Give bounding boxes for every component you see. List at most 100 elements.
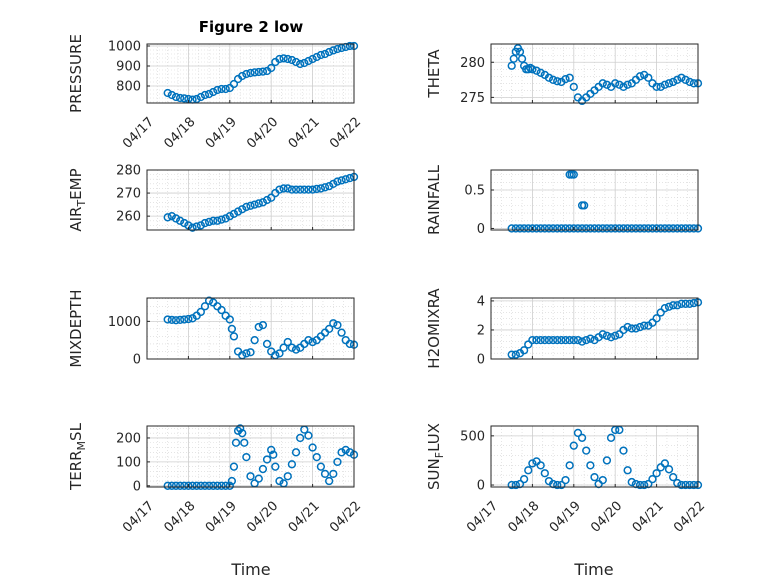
data-point [689,224,699,233]
data-point [619,82,628,91]
data-point [246,472,255,481]
data-point [238,205,247,214]
y-tick-label: 900 [116,60,141,75]
data-point [316,184,326,193]
data-point [561,224,570,233]
data-point [200,302,210,311]
data-point [536,335,545,345]
data-point [569,335,578,345]
data-point [167,481,176,490]
xlabel-left: Time [230,560,270,579]
data-point [269,450,278,459]
data-point [217,481,226,490]
data-point [163,481,172,490]
data-point [279,343,288,352]
data-point [316,462,326,471]
data-point [652,82,661,91]
y-axis-label: MIXDEPTH [67,289,85,367]
data-point [611,331,620,340]
data-point [611,425,620,435]
data-point [544,335,554,345]
data-point [345,448,355,457]
data-point [606,433,616,442]
data-point [598,224,607,233]
data-point [229,462,239,471]
data-point [548,335,558,345]
data-point [656,82,665,91]
data-point [548,224,558,233]
data-point [196,307,205,317]
y-axis-label: SUNFLUX [425,423,446,490]
y-axis-label: TERRMSL [67,422,88,491]
data-point [660,304,670,313]
data-point [524,466,533,475]
data-point [217,215,226,224]
data-point [233,207,243,216]
data-point [627,477,636,487]
data-point [677,73,686,82]
data-point [631,324,641,333]
data-point [652,314,661,323]
y-axis-label: THETA [425,49,443,99]
data-point [291,57,301,67]
data-point [561,74,570,84]
data-point [180,481,189,490]
data-point [267,63,276,73]
data-point [341,445,350,455]
data-point [225,212,234,221]
data-point [664,302,674,311]
data-point [200,481,210,490]
data-point [231,438,241,447]
data-point [689,79,699,88]
data-point [586,461,595,470]
data-point [325,476,334,486]
data-point [163,315,172,324]
data-point [681,75,690,84]
data-point [590,224,599,233]
data-point [507,224,516,233]
data-point [291,345,301,354]
data-point [213,216,222,225]
data-point [167,90,176,100]
data-point [171,481,181,490]
data-point [652,224,661,233]
data-point [669,77,678,87]
data-point [258,67,268,76]
data-point [594,224,603,233]
xlabel-right: Time [573,560,613,579]
data-point [167,212,176,221]
data-point [582,224,591,233]
data-point [258,464,268,474]
data-point [635,224,645,233]
data-point [204,89,214,99]
data-point [536,68,545,77]
y-axis-label: PRESSURE [67,34,85,113]
data-point [515,47,525,56]
data-point [627,324,636,333]
data-point [548,75,558,84]
data-point [250,336,259,345]
y-tick-label: 275 [460,91,485,106]
data-point [238,429,247,438]
data-point [582,446,591,455]
data-point [320,183,330,192]
data-point [602,224,612,233]
data-point [171,92,181,102]
data-point [329,46,338,55]
data-point [308,337,317,347]
data-point [180,315,189,324]
data-point [519,474,529,484]
data-point [300,58,309,68]
data-point [204,217,214,227]
data-point [242,452,251,462]
data-point [242,69,251,79]
data-point [217,84,226,94]
subplot-theta: 275 280 THETA [425,43,703,106]
data-point [196,481,205,490]
data-point [536,224,545,233]
data-point [673,301,682,310]
data-point [511,224,520,233]
data-point [325,324,334,334]
data-point [167,315,176,324]
data-point [275,54,284,64]
